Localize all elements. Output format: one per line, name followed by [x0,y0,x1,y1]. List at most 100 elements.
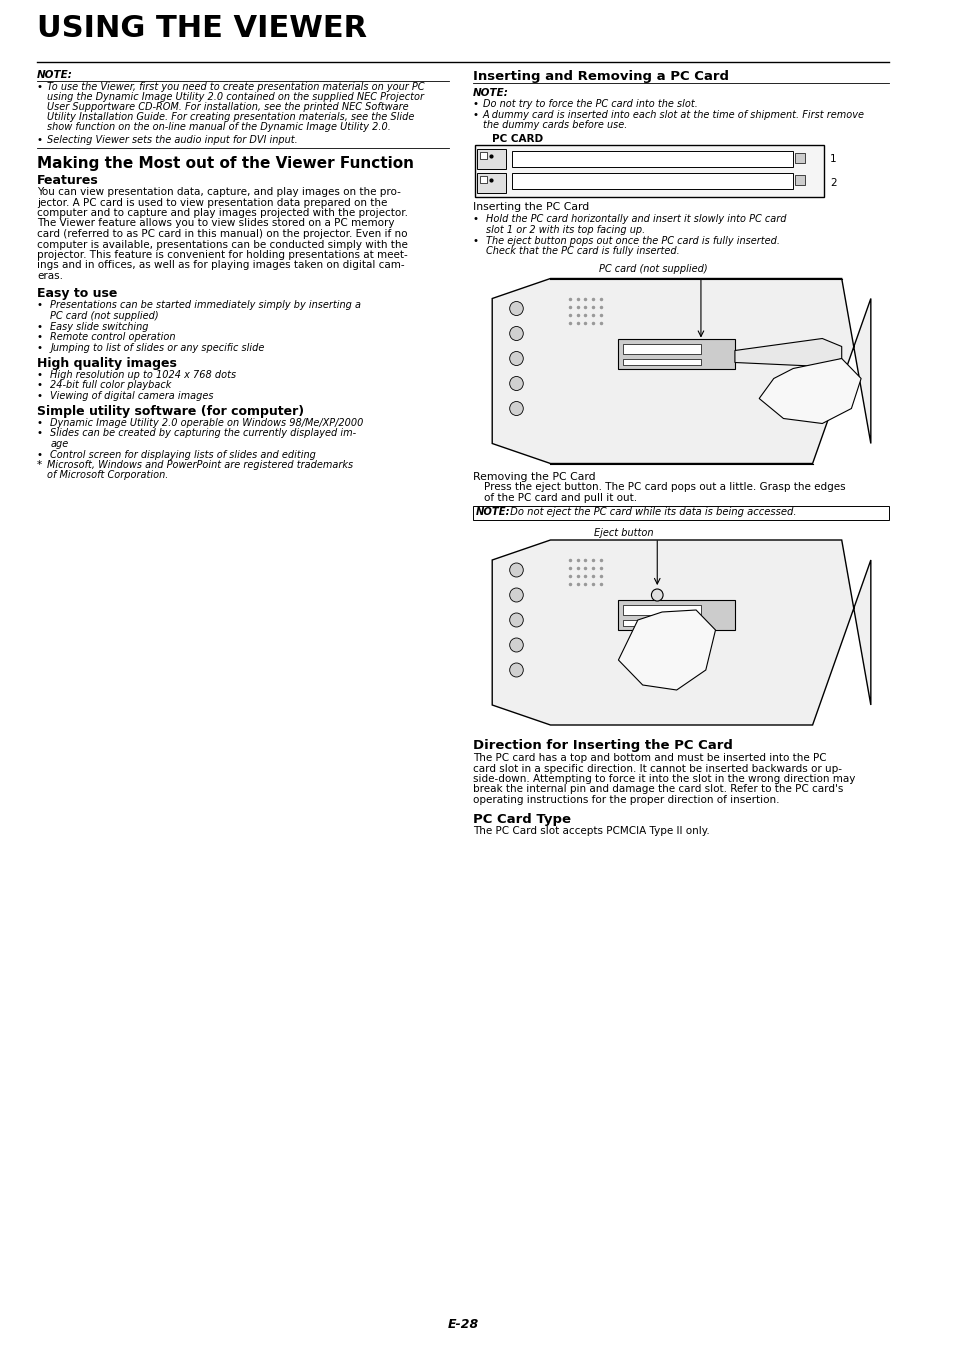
Text: High resolution up to 1024 x 768 dots: High resolution up to 1024 x 768 dots [51,369,236,380]
Bar [475,144,823,197]
Circle shape [509,326,523,341]
Text: PC CARD: PC CARD [492,133,543,143]
Text: NOTE:: NOTE: [473,88,508,98]
Bar [511,173,792,189]
Text: Simple utility software (for computer): Simple utility software (for computer) [37,404,304,418]
Text: 1: 1 [829,154,836,163]
Bar [622,620,700,625]
Text: PC Card Type: PC Card Type [473,813,570,826]
Polygon shape [618,611,715,690]
Text: Easy to use: Easy to use [37,287,117,301]
Text: 24-bit full color playback: 24-bit full color playback [51,380,172,391]
Text: card slot in a specific direction. It cannot be inserted backwards or up-: card slot in a specific direction. It ca… [473,763,841,774]
Text: •: • [473,214,478,225]
Text: Eject button: Eject button [594,528,653,538]
Text: Making the Most out of the Viewer Function: Making the Most out of the Viewer Functi… [37,156,414,171]
Text: Check that the PC card is fully inserted.: Check that the PC card is fully inserted… [486,247,679,256]
Text: eras.: eras. [37,271,63,280]
Text: The PC card has a top and bottom and must be inserted into the PC: The PC card has a top and bottom and mus… [473,754,825,763]
Text: E-28: E-28 [447,1318,478,1330]
Text: 2: 2 [829,178,836,187]
Bar [622,605,700,615]
Text: the dummy cards before use.: the dummy cards before use. [482,120,626,131]
Text: projector. This feature is convenient for holding presentations at meet-: projector. This feature is convenient fo… [37,249,407,260]
Text: Dynamic Image Utility 2.0 operable on Windows 98/Me/XP/2000: Dynamic Image Utility 2.0 operable on Wi… [51,418,363,429]
Text: Press the eject button. The PC card pops out a little. Grasp the edges: Press the eject button. The PC card pops… [484,483,845,492]
Text: •: • [37,342,43,353]
Text: operating instructions for the proper direction of insertion.: operating instructions for the proper di… [473,795,779,805]
Text: Control screen for displaying lists of slides and editing: Control screen for displaying lists of s… [51,449,316,460]
Text: Slides can be created by capturing the currently displayed im-: Slides can be created by capturing the c… [51,429,356,438]
Text: A dummy card is inserted into each slot at the time of shipment. First remove: A dummy card is inserted into each slot … [482,111,863,120]
Bar [794,174,804,185]
Circle shape [509,352,523,365]
Text: of the PC card and pull it out.: of the PC card and pull it out. [484,493,637,503]
Text: High quality images: High quality images [37,357,176,369]
Text: PC card (not supplied): PC card (not supplied) [51,311,159,321]
Text: Presentations can be started immediately simply by inserting a: Presentations can be started immediately… [51,301,361,310]
Bar [511,151,792,167]
Text: break the internal pin and damage the card slot. Refer to the PC card's: break the internal pin and damage the ca… [473,785,842,794]
Text: •: • [37,301,43,310]
Text: •: • [473,111,478,120]
Polygon shape [759,359,861,423]
Text: computer is available, presentations can be conducted simply with the: computer is available, presentations can… [37,240,407,249]
Bar [622,344,700,353]
Text: User Supportware CD-ROM. For installation, see the printed NEC Software: User Supportware CD-ROM. For installatio… [47,102,408,112]
Text: computer and to capture and play images projected with the projector.: computer and to capture and play images … [37,208,408,218]
Text: •: • [37,322,43,332]
Polygon shape [734,338,841,367]
Polygon shape [492,279,870,464]
Circle shape [509,563,523,577]
Text: Remote control operation: Remote control operation [51,333,175,342]
Circle shape [651,589,662,601]
Text: •: • [473,98,478,109]
Text: of Microsoft Corporation.: of Microsoft Corporation. [47,470,168,480]
Text: •: • [473,236,478,245]
Bar [618,600,734,630]
Text: slot 1 or 2 with its top facing up.: slot 1 or 2 with its top facing up. [486,225,645,235]
Circle shape [509,588,523,603]
Text: USING THE VIEWER: USING THE VIEWER [37,13,367,43]
Text: show function on the on-line manual of the Dynamic Image Utility 2.0.: show function on the on-line manual of t… [47,123,390,132]
Circle shape [509,663,523,677]
Text: Selecting Viewer sets the audio input for DVI input.: Selecting Viewer sets the audio input fo… [47,135,297,146]
Text: Inserting the PC Card: Inserting the PC Card [473,202,588,213]
Circle shape [509,376,523,391]
Text: •: • [37,369,43,380]
Text: •: • [37,391,43,400]
Text: •: • [37,418,43,429]
Bar [794,152,804,163]
Bar [473,506,888,520]
Text: •: • [37,333,43,342]
Text: Features: Features [37,174,98,187]
Bar [482,541,870,725]
Text: Viewing of digital camera images: Viewing of digital camera images [51,391,213,400]
Text: To use the Viewer, first you need to create presentation materials on your PC: To use the Viewer, first you need to cre… [47,82,424,92]
Text: Inserting and Removing a PC Card: Inserting and Removing a PC Card [473,70,728,84]
Text: Do not eject the PC card while its data is being accessed.: Do not eject the PC card while its data … [506,507,796,518]
Bar [479,151,487,159]
Text: •: • [37,449,43,460]
Polygon shape [492,541,870,725]
Text: side-down. Attempting to force it into the slot in the wrong direction may: side-down. Attempting to force it into t… [473,774,854,785]
Text: card (referred to as PC card in this manual) on the projector. Even if no: card (referred to as PC card in this man… [37,229,407,239]
Circle shape [509,302,523,315]
Text: age: age [51,439,69,449]
Text: Easy slide switching: Easy slide switching [51,322,149,332]
Text: using the Dynamic Image Utility 2.0 contained on the supplied NEC Projector: using the Dynamic Image Utility 2.0 cont… [47,92,423,102]
Text: Utility Installation Guide. For creating presentation materials, see the Slide: Utility Installation Guide. For creating… [47,112,414,123]
Text: Do not try to force the PC card into the slot.: Do not try to force the PC card into the… [482,98,697,109]
Text: *: * [37,460,42,470]
Text: NOTE:: NOTE: [37,70,72,80]
Bar [618,338,734,368]
Text: •: • [37,135,43,146]
Text: The eject button pops out once the PC card is fully inserted.: The eject button pops out once the PC ca… [486,236,780,245]
Text: PC card (not supplied): PC card (not supplied) [598,264,707,275]
Text: •: • [37,82,43,92]
Text: The PC Card slot accepts PCMCIA Type II only.: The PC Card slot accepts PCMCIA Type II … [473,826,709,837]
Text: Direction for Inserting the PC Card: Direction for Inserting the PC Card [473,739,732,752]
Text: •: • [37,380,43,391]
Text: •: • [37,429,43,438]
Circle shape [509,638,523,652]
